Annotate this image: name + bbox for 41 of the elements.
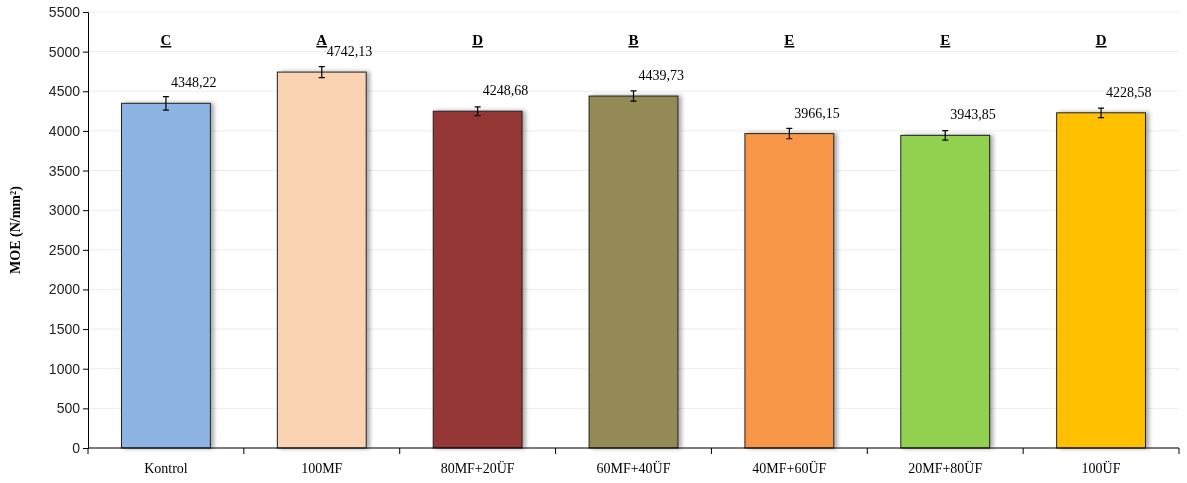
annotation: E [784, 32, 795, 48]
bar [900, 134, 991, 449]
x-tick-label: 40MF+60ÜF [752, 460, 827, 476]
x-tick-label: 20MF+80ÜF [908, 460, 983, 476]
x-tick-label: 100ÜF [1081, 460, 1121, 476]
annotation: D [472, 32, 484, 48]
annotation: A [316, 32, 328, 48]
y-tick-label: 2000 [48, 281, 81, 298]
bar [744, 133, 835, 449]
y-tick-label: 4000 [48, 122, 81, 139]
data-label: 3966,15 [794, 105, 840, 121]
bar [588, 95, 679, 449]
bar [276, 71, 367, 449]
y-tick-label: 1500 [48, 321, 81, 338]
bar [432, 110, 523, 449]
annotation: D [1095, 32, 1107, 48]
annotation: C [160, 32, 172, 48]
y-tick-label: 3500 [48, 162, 81, 179]
data-label: 4248,68 [482, 83, 529, 99]
x-tick-label: 60MF+40ÜF [596, 460, 671, 476]
bar [121, 102, 211, 449]
y-tick-label: 1000 [48, 360, 81, 377]
y-tick-label: 5000 [48, 43, 81, 60]
data-label: 4348,22 [170, 75, 217, 91]
y-tick-label: 3000 [48, 202, 81, 219]
x-tick-label: 80MF+20ÜF [440, 460, 515, 476]
data-label: 3943,85 [950, 107, 996, 123]
x-tick-label: Kontrol [144, 461, 188, 476]
y-axis-title: MOE (N/mm²) [8, 185, 24, 274]
y-tick-label: 4500 [48, 83, 81, 100]
x-tick-label: 100MF [301, 461, 343, 476]
data-label: 4439,73 [638, 68, 684, 84]
annotation: B [628, 32, 639, 48]
data-label: 4228,58 [1106, 84, 1152, 100]
data-label: 4742,13 [326, 44, 373, 60]
y-tick-label: 500 [56, 400, 81, 417]
y-tick-label: 2500 [48, 241, 81, 258]
bar [1056, 112, 1146, 449]
annotation: E [940, 32, 951, 48]
y-tick-label: 0 [72, 439, 81, 456]
y-tick-label: 5500 [48, 3, 81, 20]
